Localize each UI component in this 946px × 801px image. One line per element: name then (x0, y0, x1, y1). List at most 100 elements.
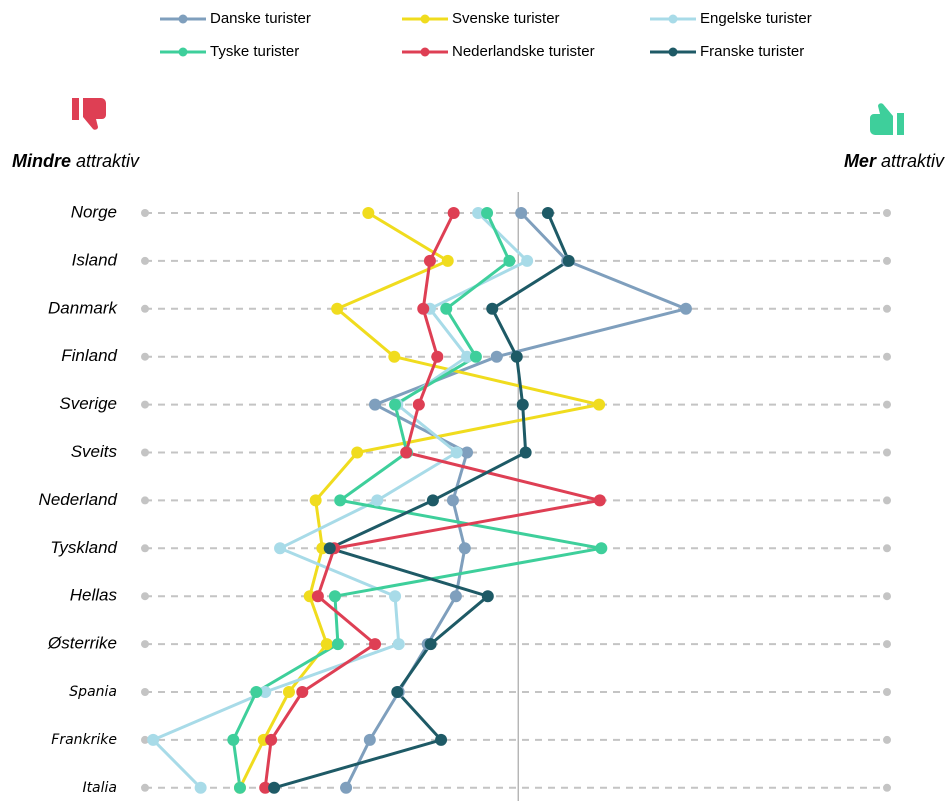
left-label: Mindre attraktiv (12, 151, 140, 171)
point (510, 350, 523, 363)
point (449, 590, 462, 603)
legend-label: Svenske turister (452, 10, 560, 27)
legend-dot (668, 47, 678, 57)
point (259, 686, 272, 698)
row-end (883, 735, 891, 744)
point (351, 446, 364, 459)
point (424, 638, 437, 651)
point (431, 350, 444, 363)
point (328, 590, 341, 603)
point (516, 398, 529, 411)
point (441, 254, 454, 267)
point (541, 207, 554, 219)
row-end (141, 256, 149, 265)
point (469, 350, 482, 363)
legend-label: Danske turister (210, 10, 311, 27)
point (369, 398, 382, 411)
row-end (883, 304, 891, 313)
point (679, 302, 692, 315)
point (593, 398, 606, 411)
legend-dot (178, 14, 188, 24)
category-label: Italia (82, 780, 117, 796)
point (388, 350, 401, 363)
row-end (883, 544, 891, 553)
row-end (883, 688, 891, 696)
point (391, 686, 404, 698)
point (227, 733, 240, 746)
point (435, 733, 448, 746)
row-end (883, 496, 891, 505)
point (458, 542, 471, 555)
point (340, 781, 353, 794)
row-end (141, 783, 149, 792)
category-label: Danmark (48, 298, 118, 317)
point (417, 302, 430, 315)
point (426, 494, 439, 507)
point (490, 350, 503, 363)
row-end (883, 592, 891, 601)
point (296, 686, 309, 698)
point (389, 398, 402, 411)
point (392, 638, 405, 651)
legend-label: Franske turister (700, 43, 804, 60)
point (595, 542, 608, 555)
row-end (883, 448, 891, 457)
category-label: Tyskland (50, 538, 117, 557)
point (369, 638, 382, 651)
thumbs-up-icon (870, 103, 904, 135)
point (521, 254, 534, 267)
point (363, 733, 376, 746)
point (412, 398, 425, 411)
point (472, 207, 485, 219)
legend-dot (178, 47, 188, 57)
category-label: Finland (61, 346, 117, 365)
category-label: Østerrike (47, 634, 117, 653)
point (519, 446, 532, 459)
row-end (141, 640, 149, 649)
legend-dot (420, 47, 430, 57)
point (562, 254, 575, 267)
point (440, 302, 453, 315)
point (447, 207, 460, 219)
category-label: Frankrike (51, 732, 117, 748)
point (320, 638, 333, 651)
point (400, 446, 413, 459)
point (331, 302, 344, 315)
point (265, 733, 278, 746)
row-end (883, 209, 891, 217)
right-label-rest: attraktiv (881, 151, 945, 171)
point (503, 254, 516, 267)
point (446, 494, 459, 507)
point (389, 590, 402, 603)
point (481, 590, 494, 603)
legend-dot (420, 14, 430, 24)
legend-dot (668, 14, 678, 24)
row-end (883, 400, 891, 409)
point (515, 207, 528, 219)
right-label: Mer attraktiv (844, 151, 945, 171)
left-label-rest: attraktiv (76, 151, 140, 171)
point (331, 638, 344, 651)
legend-label: Engelske turister (700, 10, 812, 27)
row-end (883, 256, 891, 265)
row-end (141, 592, 149, 601)
point (481, 207, 494, 219)
point (282, 686, 295, 698)
point (274, 542, 287, 555)
point (311, 590, 324, 603)
point (362, 207, 375, 219)
category-label: Spania (69, 684, 117, 700)
point (259, 781, 272, 794)
legend-label: Tyske turister (210, 43, 299, 60)
category-label: Island (72, 250, 118, 269)
category-label: Nederland (39, 490, 118, 509)
row-end (141, 400, 149, 409)
point (461, 446, 474, 459)
row-end (141, 735, 149, 744)
category-label: Sverige (59, 394, 117, 413)
category-label: Hellas (70, 586, 118, 605)
thumbs-down-icon (72, 98, 106, 130)
row-end (141, 352, 149, 361)
point (486, 302, 499, 315)
